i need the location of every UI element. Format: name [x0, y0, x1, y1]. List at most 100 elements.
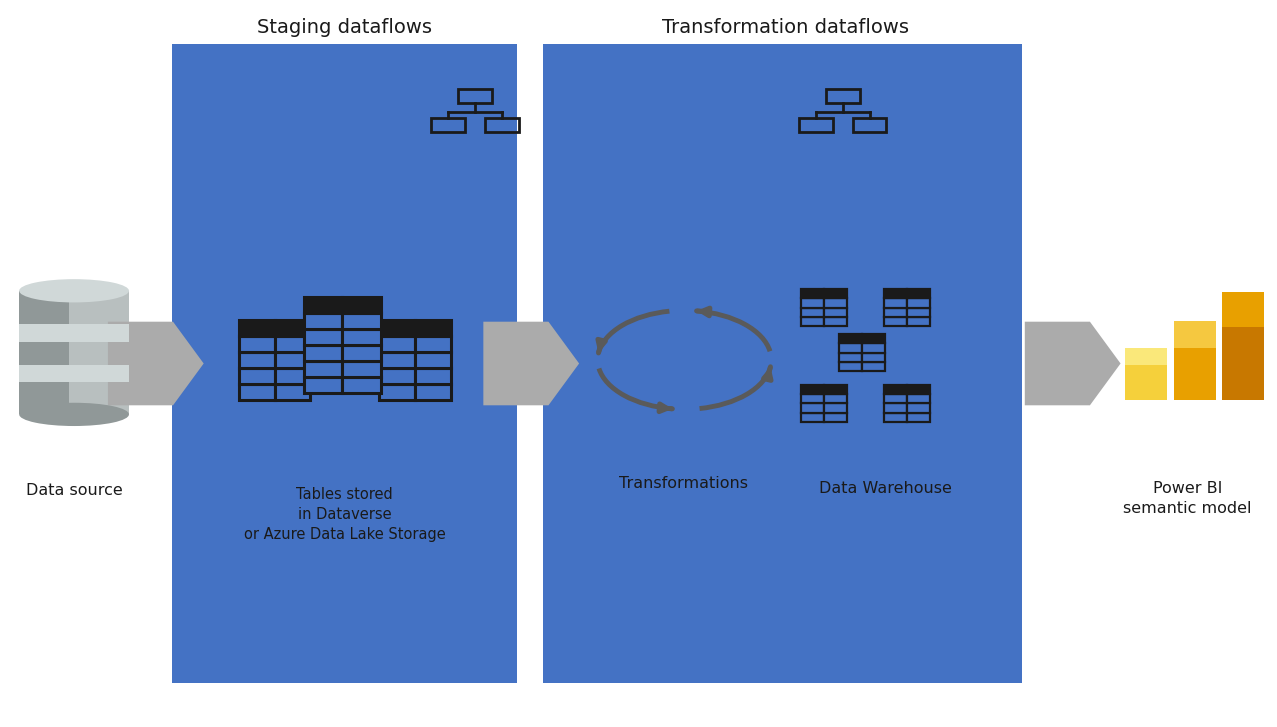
- Bar: [304, 297, 342, 313]
- Polygon shape: [19, 291, 129, 414]
- Bar: [801, 413, 824, 422]
- Bar: [275, 336, 310, 352]
- Bar: [415, 336, 451, 352]
- Bar: [342, 361, 381, 377]
- Bar: [907, 308, 930, 317]
- Polygon shape: [107, 321, 203, 406]
- Bar: [275, 320, 310, 336]
- Bar: [1174, 321, 1216, 348]
- Bar: [342, 345, 381, 361]
- Bar: [907, 289, 930, 298]
- Bar: [342, 297, 381, 313]
- Bar: [432, 119, 465, 132]
- Text: Tables stored
in Dataverse
or Azure Data Lake Storage: Tables stored in Dataverse or Azure Data…: [244, 487, 446, 542]
- Bar: [839, 343, 862, 353]
- Ellipse shape: [19, 279, 129, 302]
- Bar: [415, 368, 451, 384]
- Bar: [824, 289, 847, 298]
- Bar: [801, 289, 824, 298]
- Text: Power BI
semantic model: Power BI semantic model: [1124, 481, 1251, 516]
- Bar: [801, 394, 824, 403]
- Bar: [304, 345, 342, 361]
- Bar: [907, 394, 930, 403]
- Bar: [824, 413, 847, 422]
- Bar: [862, 343, 885, 353]
- Text: Transformation dataflows: Transformation dataflows: [661, 18, 909, 37]
- Bar: [907, 298, 930, 308]
- Bar: [862, 362, 885, 371]
- Bar: [824, 298, 847, 308]
- Bar: [801, 317, 824, 326]
- Bar: [884, 317, 907, 326]
- Bar: [907, 385, 930, 394]
- Bar: [824, 385, 847, 394]
- Bar: [884, 308, 907, 317]
- Bar: [884, 385, 907, 394]
- Bar: [884, 289, 907, 298]
- Bar: [907, 403, 930, 413]
- Bar: [485, 119, 518, 132]
- Bar: [824, 394, 847, 403]
- Bar: [239, 368, 275, 384]
- Bar: [239, 320, 275, 336]
- Bar: [839, 362, 862, 371]
- Bar: [907, 413, 930, 422]
- Bar: [862, 353, 885, 362]
- Bar: [1222, 292, 1264, 400]
- Bar: [275, 352, 310, 368]
- Bar: [799, 119, 833, 132]
- Text: Transformations: Transformations: [618, 476, 748, 491]
- Bar: [824, 308, 847, 317]
- Bar: [275, 368, 310, 384]
- Bar: [826, 89, 859, 103]
- Bar: [342, 377, 381, 393]
- Bar: [839, 353, 862, 362]
- Bar: [379, 368, 415, 384]
- Bar: [824, 317, 847, 326]
- Bar: [304, 313, 342, 329]
- Bar: [1125, 348, 1167, 365]
- Bar: [342, 313, 381, 329]
- Bar: [379, 384, 415, 400]
- Bar: [342, 329, 381, 345]
- Text: Data source: Data source: [26, 483, 123, 499]
- Bar: [1222, 292, 1264, 327]
- Bar: [1125, 348, 1167, 400]
- Bar: [801, 298, 824, 308]
- Bar: [884, 298, 907, 308]
- Bar: [543, 44, 1022, 683]
- Bar: [304, 329, 342, 345]
- Bar: [884, 394, 907, 403]
- Bar: [379, 320, 415, 336]
- Bar: [415, 384, 451, 400]
- Bar: [884, 403, 907, 413]
- Bar: [275, 384, 310, 400]
- Polygon shape: [1024, 321, 1121, 406]
- Bar: [415, 320, 451, 336]
- Bar: [415, 352, 451, 368]
- Bar: [239, 384, 275, 400]
- Bar: [379, 336, 415, 352]
- Bar: [862, 334, 885, 343]
- Bar: [458, 89, 492, 103]
- Ellipse shape: [19, 403, 129, 426]
- Bar: [379, 352, 415, 368]
- Bar: [801, 308, 824, 317]
- Text: Data Warehouse: Data Warehouse: [819, 481, 951, 497]
- Polygon shape: [19, 324, 129, 342]
- Polygon shape: [19, 365, 129, 382]
- Bar: [304, 377, 342, 393]
- Bar: [853, 119, 886, 132]
- Bar: [1174, 321, 1216, 400]
- Bar: [907, 317, 930, 326]
- Bar: [304, 361, 342, 377]
- Bar: [884, 413, 907, 422]
- Bar: [839, 334, 862, 343]
- Bar: [801, 403, 824, 413]
- Bar: [172, 44, 517, 683]
- Bar: [239, 352, 275, 368]
- Bar: [824, 403, 847, 413]
- Bar: [239, 336, 275, 352]
- Text: Staging dataflows: Staging dataflows: [257, 18, 433, 37]
- Polygon shape: [19, 291, 69, 414]
